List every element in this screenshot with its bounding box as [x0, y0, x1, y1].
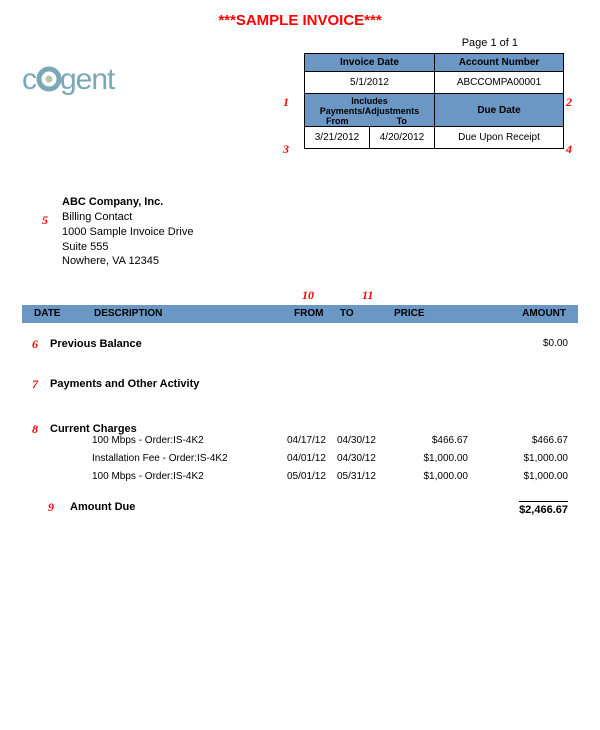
col-price: PRICE: [394, 308, 425, 319]
charge-amount: $466.67: [532, 435, 568, 446]
annotation-3: 3: [283, 142, 289, 157]
suite: Suite 555: [62, 240, 193, 255]
due-date-header: Due Date: [435, 94, 564, 127]
payments-activity-label: Payments and Other Activity: [50, 378, 578, 390]
charge-to: 04/30/12: [337, 435, 376, 446]
annotation-1: 1: [283, 95, 289, 110]
payments-span-label: Includes Payments/Adjustments: [305, 94, 434, 116]
annotation-5: 5: [42, 213, 48, 228]
current-charges-label: Current Charges: [50, 423, 578, 435]
charge-amount: $1,000.00: [524, 453, 569, 464]
charge-from: 04/17/12: [287, 435, 326, 446]
annotation-2: 2: [566, 95, 572, 110]
charge-to: 04/30/12: [337, 453, 376, 464]
billing-address: ABC Company, Inc. Billing Contact 1000 S…: [62, 195, 193, 269]
col-from: FROM: [294, 308, 323, 319]
invoice-date-header: Invoice Date: [305, 54, 435, 72]
col-to: TO: [340, 308, 354, 319]
period-to-value: 4/20/2012: [370, 127, 435, 149]
charge-row: 100 Mbps - Order:IS-4K2 05/01/12 05/31/12 $…: [22, 471, 578, 489]
amount-due-value: $2,466.67: [519, 501, 568, 516]
period-to-label: To: [370, 116, 435, 126]
charge-price: $466.67: [432, 435, 468, 446]
annotation-10: 10: [302, 288, 314, 303]
previous-balance-label: Previous Balance: [50, 338, 578, 350]
invoice-date-value: 5/1/2012: [305, 72, 435, 94]
account-number-header: Account Number: [435, 54, 564, 72]
period-from-value: 3/21/2012: [305, 127, 370, 149]
svg-text:gent: gent: [60, 63, 116, 96]
charge-price: $1,000.00: [424, 453, 469, 464]
amount-due-label: Amount Due: [70, 501, 135, 513]
sample-title: ***SAMPLE INVOICE***: [22, 12, 578, 29]
charge-row: Installation Fee - Order:IS-4K2 04/01/12 0…: [22, 453, 578, 471]
payments-period-header: Includes Payments/Adjustments From To: [305, 94, 435, 127]
charge-amount: $1,000.00: [524, 471, 569, 482]
charge-from: 05/01/12: [287, 471, 326, 482]
header-region: c gent Invoice Date Account Number 5/1/2…: [22, 53, 578, 163]
col-date: DATE: [34, 308, 60, 319]
line-items: Previous Balance: [22, 338, 578, 350]
invoice-info-table: Invoice Date Account Number 5/1/2012 ABC…: [304, 53, 564, 149]
charge-desc: Installation Fee - Order:IS-4K2: [92, 453, 228, 464]
column-header-bar: DATE DESCRIPTION FROM TO PRICE AMOUNT: [22, 305, 578, 323]
annotation-11: 11: [362, 288, 373, 303]
charge-desc: 100 Mbps - Order:IS-4K2: [92, 471, 204, 482]
svg-text:c: c: [22, 63, 37, 96]
previous-balance-amount: $0.00: [543, 338, 568, 349]
street: 1000 Sample Invoice Drive: [62, 225, 193, 240]
due-date-value: Due Upon Receipt: [435, 127, 564, 149]
annotation-4: 4: [566, 142, 572, 157]
account-number-value: ABCCOMPA00001: [435, 72, 564, 94]
period-from-label: From: [305, 116, 370, 126]
cogent-logo: c gent: [22, 61, 142, 104]
charge-price: $1,000.00: [424, 471, 469, 482]
charge-desc: 100 Mbps - Order:IS-4K2: [92, 435, 204, 446]
city-state-zip: Nowhere, VA 12345: [62, 254, 193, 269]
company-name: ABC Company, Inc.: [62, 195, 193, 210]
col-amount: AMOUNT: [522, 308, 566, 319]
charge-to: 05/31/12: [337, 471, 376, 482]
col-desc: DESCRIPTION: [94, 308, 162, 319]
billing-contact: Billing Contact: [62, 210, 193, 225]
page-number: Page 1 of 1: [22, 37, 578, 49]
charge-from: 04/01/12: [287, 453, 326, 464]
charge-row: 100 Mbps - Order:IS-4K2 04/17/12 04/30/12 $…: [22, 435, 578, 453]
